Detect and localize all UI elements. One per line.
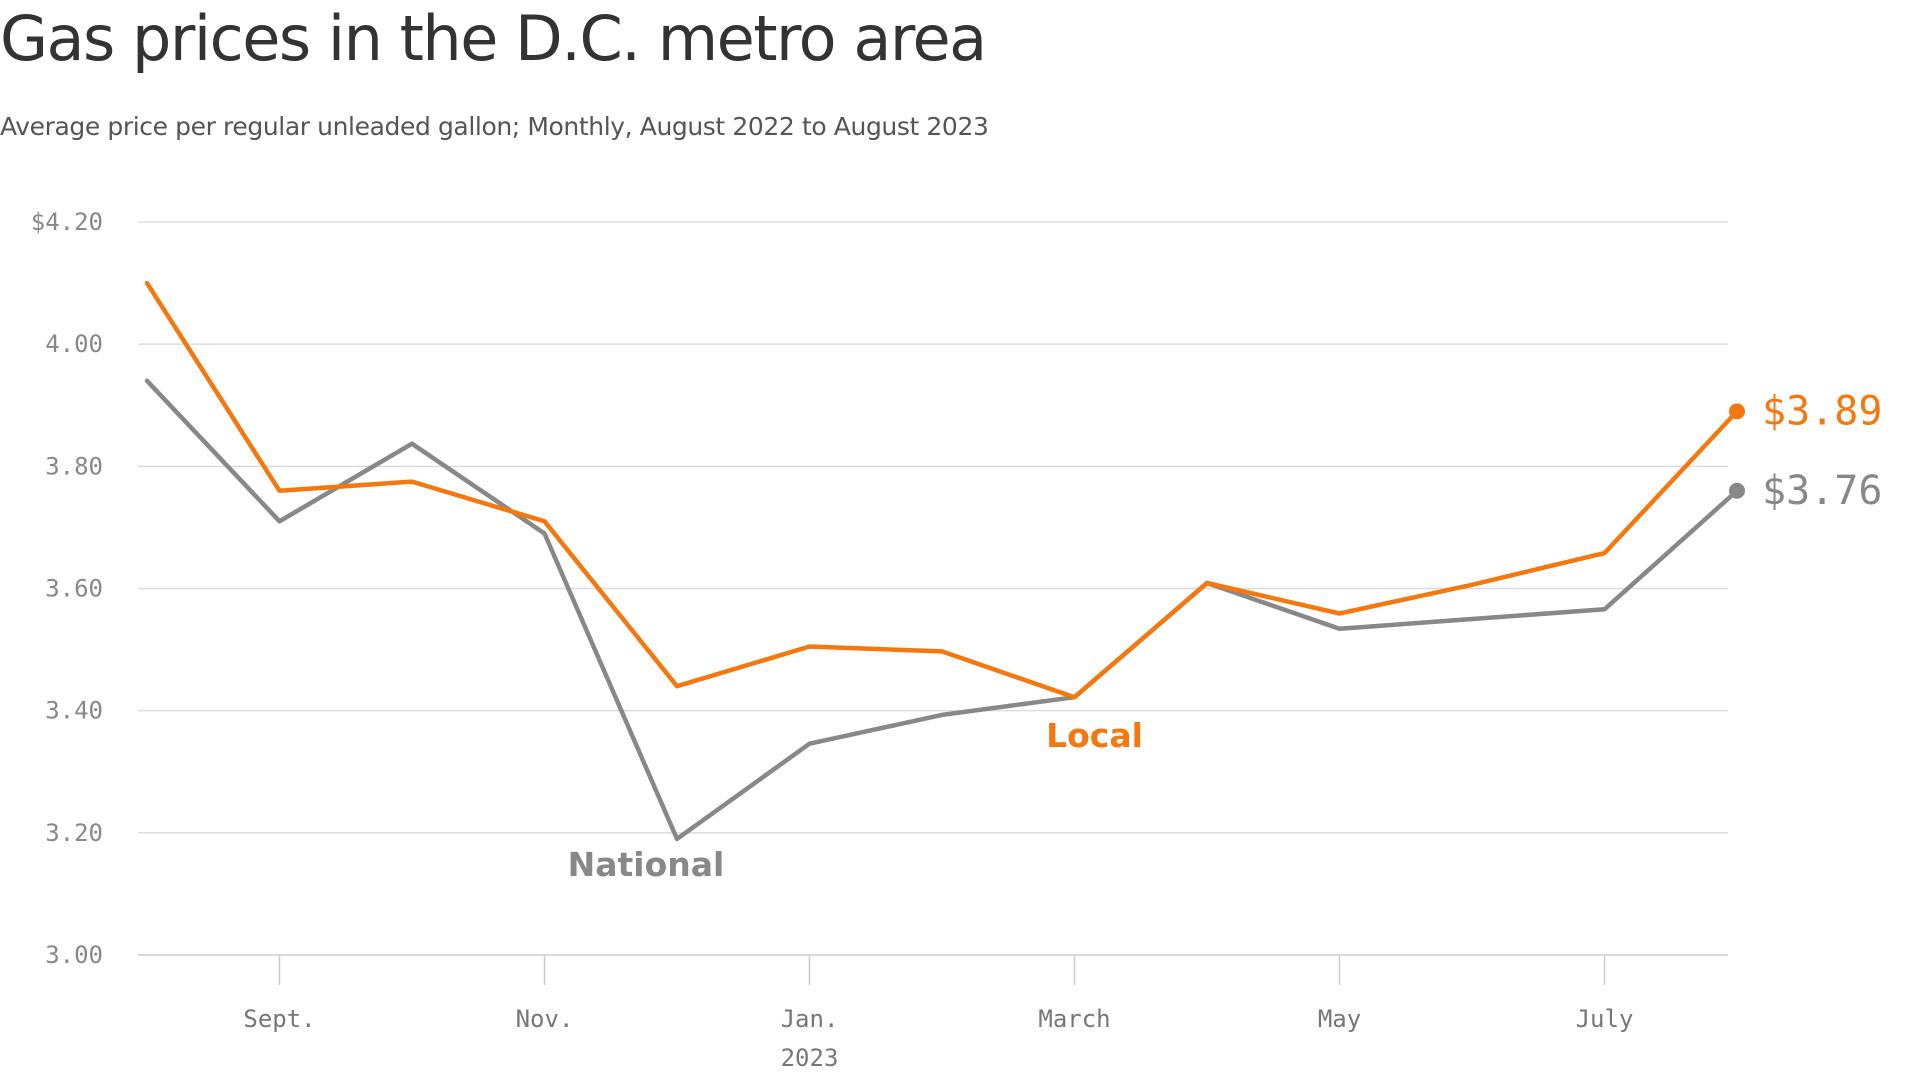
series-labels: $3.76 $3.89 Local National — [568, 388, 1883, 884]
chart-title: Gas prices in the D.C. metro area — [0, 2, 987, 75]
x-axis-ticks: Sept. Nov. Jan. March May July 2023 — [243, 955, 1633, 1072]
x-tick-label: Sept. — [243, 1005, 315, 1033]
x-year-label: 2023 — [781, 1044, 839, 1072]
end-value-label-local: $3.89 — [1762, 388, 1882, 434]
y-tick-label: 3.60 — [45, 575, 103, 603]
series-label-national: National — [568, 845, 725, 884]
y-tick-label: 4.00 — [45, 330, 103, 358]
series-line-national — [144, 378, 1740, 842]
x-tick-label: March — [1038, 1005, 1110, 1033]
y-tick-label: 3.40 — [45, 697, 103, 725]
series-label-local: Local — [1046, 716, 1143, 755]
series-line-local — [144, 280, 1740, 700]
x-tick-label: May — [1318, 1005, 1361, 1033]
x-tick-label: Nov. — [516, 1005, 574, 1033]
series-lines — [144, 280, 1745, 842]
chart-subtitle: Average price per regular unleaded gallo… — [0, 112, 989, 141]
y-axis-ticks: 3.00 3.20 3.40 3.60 3.80 4.00 $4.20 — [31, 208, 103, 969]
y-tick-label: $4.20 — [31, 208, 103, 236]
gridlines — [138, 221, 1728, 956]
data-point-local — [1729, 403, 1745, 420]
end-value-label-national: $3.76 — [1762, 468, 1882, 514]
x-tick-label: July — [1576, 1005, 1634, 1033]
y-tick-label: 3.00 — [45, 941, 103, 969]
y-tick-label: 3.80 — [45, 452, 103, 480]
data-point-national — [1729, 482, 1745, 499]
y-tick-label: 3.20 — [45, 819, 103, 847]
x-tick-label: Jan. — [781, 1005, 839, 1033]
